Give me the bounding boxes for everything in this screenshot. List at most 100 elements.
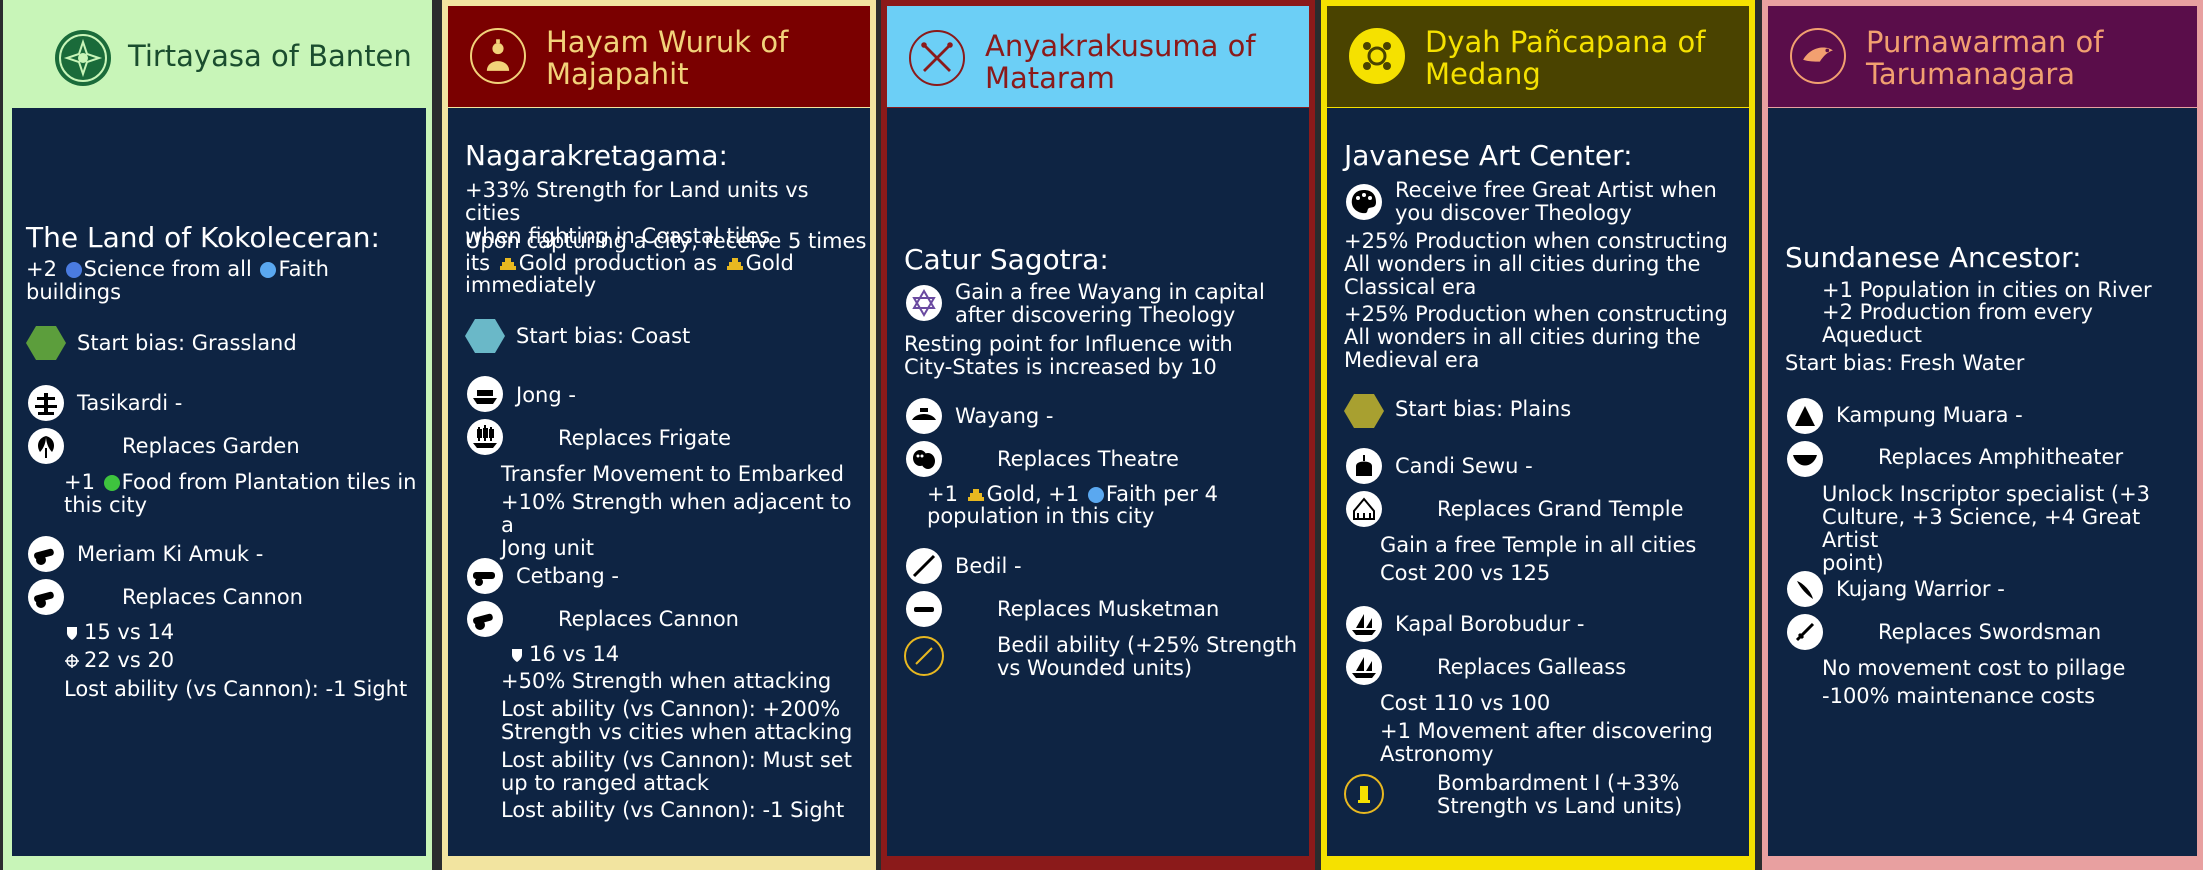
faith-icon: [1087, 487, 1104, 503]
fountain-icon: [28, 385, 64, 421]
unit-text: -100% maintenance costs: [1822, 684, 2096, 708]
civ-name: Tirtayasa of Banten: [128, 39, 412, 73]
science-icon: [65, 262, 82, 278]
card-header: Anyakrakusuma of Mataram: [887, 6, 1309, 107]
card-body: Catur Sagotra: Gain a free Wayang in cap…: [887, 108, 1309, 856]
unit-text: +50% Strength when attacking: [501, 669, 832, 693]
food-text: +1 Food from Plantation tiles in: [64, 470, 417, 494]
ability-title: The Land of Kokoleceran:: [26, 221, 380, 254]
replaces-text: Replaces Swordsman: [1878, 620, 2102, 644]
civ-name: Anyakrakusuma of Mataram: [985, 29, 1256, 95]
unit-name: Kampung Muara -: [1836, 403, 2023, 427]
ability-text-1: +33% Strength for Land units vs cities w…: [465, 178, 809, 248]
ability-text-2: buildings: [26, 280, 122, 304]
ability-text: +2 Science from all Faith: [26, 257, 329, 281]
kujang-icon: [1787, 571, 1823, 607]
civ-name: Hayam Wuruk of Majapahit: [546, 25, 789, 91]
grassland-hex-icon: [26, 326, 66, 360]
crossed-kris-emblem-icon: [909, 30, 965, 86]
musketman-icon: [906, 591, 942, 627]
replaces-text: Replaces Cannon: [122, 585, 303, 609]
buddha-emblem-icon: [470, 28, 526, 84]
card-body: The Land of Kokoleceran: +2 Science from…: [12, 108, 426, 856]
ability-text-2: +25% Production when constructing All wo…: [1344, 229, 1728, 299]
stat-ranged: 22 vs 20: [64, 649, 174, 672]
galleass-icon: [1346, 606, 1382, 642]
unit-name: Jong -: [516, 383, 576, 407]
lost-ability: Lost ability (vs Cannon): -1 Sight: [64, 677, 408, 701]
ability-title: Nagarakretagama:: [465, 139, 728, 172]
replaces-text: Replaces Cannon: [558, 607, 739, 631]
card-header: Tirtayasa of Banten: [3, 0, 432, 108]
plains-hex-icon: [1344, 394, 1384, 428]
ability-title: Catur Sagotra:: [904, 243, 1109, 276]
yield-text-2: population in this city: [927, 504, 1155, 528]
amphitheater-icon: [1787, 441, 1823, 477]
unit-name: Candi Sewu -: [1395, 454, 1533, 478]
replaces-text: Replaces Musketman: [997, 597, 1220, 621]
replaces-text: Replaces Frigate: [558, 426, 732, 450]
unit-text: Cost 110 vs 100: [1380, 691, 1551, 715]
unit-name: Bedil -: [955, 554, 1022, 578]
ability-title: Sundanese Ancestor:: [1785, 241, 2082, 274]
stat-strength: 16 vs 14: [509, 643, 619, 666]
promotion-text: Bedil ability (+25% Strength vs Wounded …: [997, 633, 1298, 680]
card-body: Sundanese Ancestor: +1 Population in cit…: [1768, 108, 2197, 856]
shield-icon: [512, 649, 522, 662]
gold-icon: [967, 489, 984, 501]
civ-card-mataram: Anyakrakusuma of Mataram Catur Sagotra: …: [881, 0, 1315, 870]
unit-text: Lost ability (vs Cannon): Must set up to…: [501, 748, 852, 795]
civ-card-banten: Tirtayasa of Banten The Land of Kokolece…: [3, 0, 432, 870]
replaces-text: Replaces Grand Temple: [1437, 497, 1684, 521]
cannon-icon: [28, 536, 64, 572]
faith-icon: [260, 262, 277, 278]
unit-name: Wayang -: [955, 404, 1054, 428]
unit-text: Gain a free Temple in all cities: [1380, 533, 1697, 557]
civ-card-medang: Dyah Pañcapana of Medang Javanese Art Ce…: [1321, 0, 1755, 870]
star-of-david-icon: [906, 285, 942, 321]
ability-text-4: immediately: [465, 273, 597, 297]
ability-text-1: Gain a free Wayang in capital after disc…: [955, 280, 1265, 327]
unit-name: Tasikardi -: [77, 391, 183, 415]
civ-card-majapahit: Hayam Wuruk of Majapahit Nagarakretagama…: [442, 0, 876, 870]
unit-text: Transfer Movement to Embarked: [501, 462, 845, 486]
gold-icon: [726, 258, 743, 270]
food-icon: [103, 475, 120, 491]
unit-name: Kapal Borobudur -: [1395, 612, 1585, 636]
replaces-text: Replaces Galleass: [1437, 655, 1627, 679]
palette-icon: [1346, 184, 1382, 220]
ability-title: Javanese Art Center:: [1344, 139, 1633, 172]
replaces-text: Replaces Amphitheater: [1878, 445, 2124, 469]
card-header: Dyah Pañcapana of Medang: [1327, 6, 1749, 107]
unit-name: Kujang Warrior -: [1836, 577, 2005, 601]
promotion-icon: [1344, 774, 1384, 814]
unit-text: +1 Movement after discovering Astronomy: [1380, 719, 1713, 766]
food-text-2: this city: [64, 493, 148, 517]
unit-text: +10% Strength when adjacent to a Jong un…: [501, 490, 852, 560]
ability-text-1: +1 Population in cities on River: [1822, 278, 2152, 302]
galleass-icon: [1346, 649, 1382, 685]
frigate-icon: [467, 419, 503, 455]
garden-icon: [28, 428, 64, 464]
temple-icon: [1346, 448, 1382, 484]
start-bias: Start bias: Plains: [1395, 397, 1572, 421]
wayang-icon: [906, 398, 942, 434]
ship-icon: [467, 376, 503, 412]
start-bias: Start bias: Fresh Water: [1785, 351, 2025, 375]
cannon-icon: [467, 601, 503, 637]
theatre-masks-icon: [906, 441, 942, 477]
card-body: Javanese Art Center: Receive free Great …: [1327, 108, 1749, 856]
ability-text-1: Receive free Great Artist when you disco…: [1395, 178, 1717, 225]
bird-emblem-icon: [1790, 28, 1846, 84]
stat-strength: 15 vs 14: [64, 621, 174, 644]
start-bias: Start bias: Grassland: [77, 331, 297, 355]
replaces-text: Replaces Garden: [122, 434, 300, 458]
house-icon: [1787, 398, 1823, 434]
ability-text-2: +2 Production from every Aqueduct: [1822, 300, 2093, 347]
unit-name: Cetbang -: [516, 564, 619, 588]
ability-text-3: +25% Production when constructing All wo…: [1344, 302, 1728, 372]
replaces-text: Replaces Theatre: [997, 447, 1179, 471]
ability-text-2: Upon capturing a city, receive 5 times: [465, 229, 867, 253]
gold-icon: [499, 258, 516, 270]
card-body: Nagarakretagama: +33% Strength for Land …: [448, 108, 870, 856]
